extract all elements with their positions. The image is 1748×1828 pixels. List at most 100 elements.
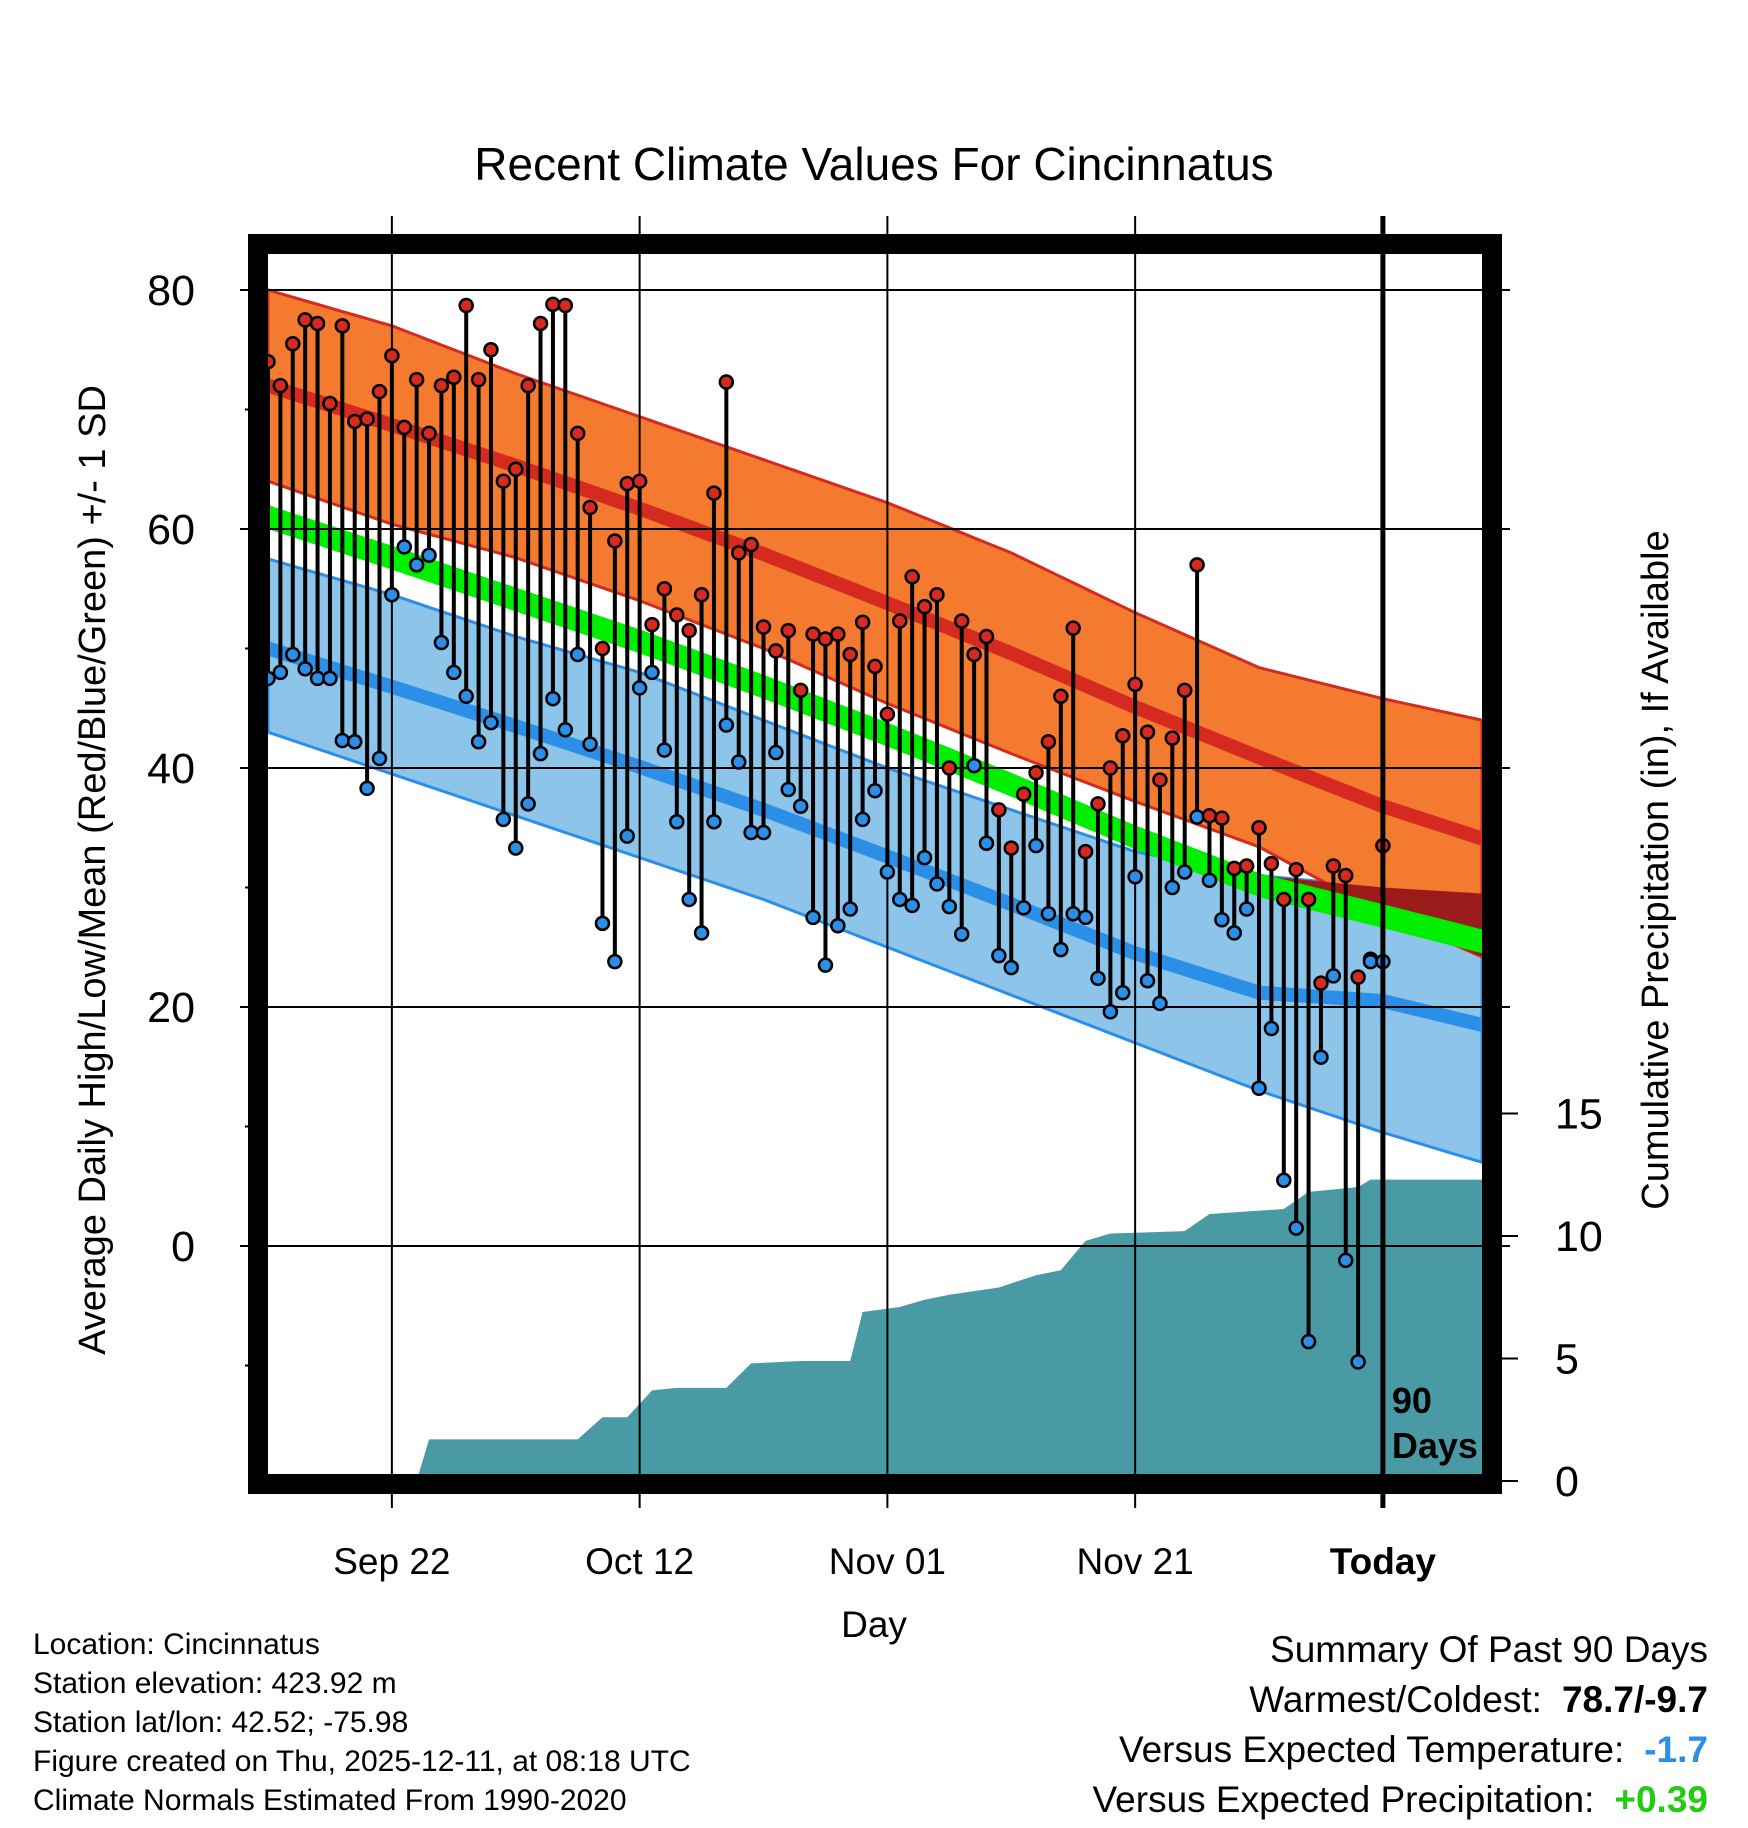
low-point-62 bbox=[1017, 901, 1030, 914]
low-point-34 bbox=[670, 815, 683, 828]
x-tick-label-today: Today bbox=[1330, 1541, 1437, 1582]
high-point-53 bbox=[906, 570, 919, 583]
high-point-30 bbox=[621, 477, 634, 490]
today-days-word: Days bbox=[1392, 1425, 1478, 1466]
high-point-79 bbox=[1228, 862, 1241, 875]
low-point-33 bbox=[658, 744, 671, 757]
low-point-26 bbox=[571, 648, 584, 661]
high-point-82 bbox=[1265, 857, 1278, 870]
low-point-51 bbox=[881, 865, 894, 878]
low-point-21 bbox=[509, 842, 522, 855]
low-point-8 bbox=[348, 735, 361, 748]
low-point-43 bbox=[782, 783, 795, 796]
high-point-85 bbox=[1302, 893, 1315, 906]
low-point-79 bbox=[1228, 926, 1241, 939]
x-tick-label-sep-22: Sep 22 bbox=[333, 1541, 450, 1582]
low-point-44 bbox=[794, 800, 807, 813]
location-text: Location: Cincinnatus bbox=[33, 1625, 691, 1664]
low-point-50 bbox=[869, 784, 882, 797]
high-point-3 bbox=[286, 337, 299, 350]
high-point-46 bbox=[819, 632, 832, 645]
high-point-63 bbox=[1030, 766, 1043, 779]
high-point-81 bbox=[1253, 821, 1266, 834]
high-point-61 bbox=[1005, 842, 1018, 855]
low-point-40 bbox=[745, 826, 758, 839]
high-point-4 bbox=[299, 313, 312, 326]
high-point-21 bbox=[509, 463, 522, 476]
high-point-37 bbox=[707, 487, 720, 500]
precip-value: +0.39 bbox=[1614, 1775, 1708, 1825]
high-point-20 bbox=[497, 475, 510, 488]
left-tick-label-60: 60 bbox=[147, 506, 195, 554]
high-point-73 bbox=[1153, 773, 1166, 786]
warm-cold-row: Warmest/Coldest: 78.7/-9.7 bbox=[1093, 1675, 1708, 1725]
right-tick-label-0: 0 bbox=[1555, 1458, 1579, 1506]
high-point-78 bbox=[1215, 812, 1228, 825]
low-point-54 bbox=[918, 851, 931, 864]
low-point-71 bbox=[1129, 870, 1142, 883]
low-point-49 bbox=[856, 813, 869, 826]
high-point-16 bbox=[447, 371, 460, 384]
high-point-38 bbox=[720, 376, 733, 389]
low-point-35 bbox=[683, 893, 696, 906]
high-point-87 bbox=[1327, 859, 1340, 872]
low-point-67 bbox=[1079, 911, 1092, 924]
high-point-74 bbox=[1166, 732, 1179, 745]
left-axis-label: Average Daily High/Low/Mean (Red/Blue/Gr… bbox=[72, 385, 114, 1355]
high-point-51 bbox=[881, 708, 894, 721]
high-point-7 bbox=[336, 319, 349, 332]
low-point-2 bbox=[274, 666, 287, 679]
high-point-42 bbox=[769, 644, 782, 657]
normals-text: Climate Normals Estimated From 1990-2020 bbox=[33, 1781, 691, 1820]
low-point-29 bbox=[608, 955, 621, 968]
high-point-19 bbox=[484, 343, 497, 356]
low-point-4 bbox=[299, 662, 312, 675]
high-point-33 bbox=[658, 582, 671, 595]
high-point-36 bbox=[695, 588, 708, 601]
low-point-56 bbox=[943, 900, 956, 913]
high-point-84 bbox=[1290, 863, 1303, 876]
low-point-22 bbox=[522, 797, 535, 810]
right-axis-label: Cumulative Precipitation (in), If Availa… bbox=[1635, 530, 1677, 1209]
low-point-53 bbox=[906, 899, 919, 912]
low-point-37 bbox=[707, 815, 720, 828]
high-point-50 bbox=[869, 660, 882, 673]
low-point-17 bbox=[460, 690, 473, 703]
high-point-25 bbox=[559, 299, 572, 312]
low-point-69 bbox=[1104, 1005, 1117, 1018]
low-point-9 bbox=[361, 782, 374, 795]
left-tick-label-20: 20 bbox=[147, 984, 195, 1032]
x-tick-label-oct-12: Oct 12 bbox=[585, 1541, 694, 1582]
high-point-32 bbox=[646, 618, 659, 631]
high-point-72 bbox=[1141, 726, 1154, 739]
high-point-68 bbox=[1091, 797, 1104, 810]
low-point-63 bbox=[1030, 839, 1043, 852]
high-point-86 bbox=[1314, 977, 1327, 990]
low-point-25 bbox=[559, 723, 572, 736]
low-point-60 bbox=[992, 949, 1005, 962]
high-point-76 bbox=[1191, 558, 1204, 571]
temp-label: Versus Expected Temperature: bbox=[1119, 1729, 1624, 1770]
high-point-41 bbox=[757, 620, 770, 633]
high-point-75 bbox=[1178, 684, 1191, 697]
low-point-23 bbox=[534, 747, 547, 760]
high-point-23 bbox=[534, 317, 547, 330]
high-point-57 bbox=[955, 615, 968, 628]
low-point-13 bbox=[410, 558, 423, 571]
right-tick-label-15: 15 bbox=[1555, 1091, 1603, 1139]
high-point-89 bbox=[1352, 971, 1365, 984]
low-point-75 bbox=[1178, 865, 1191, 878]
low-point-7 bbox=[336, 734, 349, 747]
low-point-88 bbox=[1339, 1254, 1352, 1267]
high-point-65 bbox=[1054, 690, 1067, 703]
high-point-47 bbox=[831, 628, 844, 641]
summary-title: Summary Of Past 90 Days bbox=[1093, 1625, 1708, 1675]
high-point-14 bbox=[423, 427, 436, 440]
low-point-45 bbox=[807, 911, 820, 924]
high-point-67 bbox=[1079, 845, 1092, 858]
low-point-57 bbox=[955, 928, 968, 941]
low-point-64 bbox=[1042, 907, 1055, 920]
created-text: Figure created on Thu, 2025-12-11, at 08… bbox=[33, 1742, 691, 1781]
low-point-77 bbox=[1203, 874, 1216, 887]
low-point-46 bbox=[819, 959, 832, 972]
